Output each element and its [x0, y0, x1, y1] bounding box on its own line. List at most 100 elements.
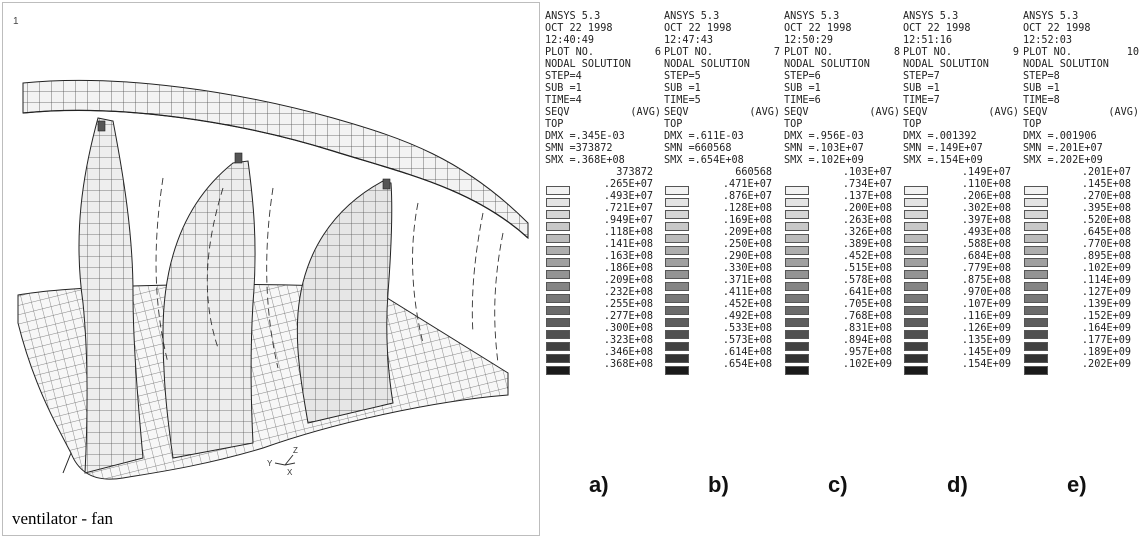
time-value: TIME=4: [545, 95, 582, 106]
legend-value: .110E+08: [961, 179, 1011, 190]
legend-value: .492E+08: [722, 311, 772, 322]
substep: SUB =1: [545, 83, 582, 94]
legend-value: .330E+08: [722, 263, 772, 274]
result-panel-b: ANSYS 5.3 OCT 22 1998 12:47:43 PLOT NO. …: [664, 11, 782, 521]
legend-value: .255E+08: [603, 299, 653, 310]
legend-swatch: [785, 294, 809, 303]
legend-value: .411E+08: [722, 287, 772, 298]
program-name: ANSYS 5.3: [784, 11, 840, 22]
step: STEP=7: [903, 71, 940, 82]
triad-z-label: Z: [293, 446, 298, 455]
run-date: OCT 22 1998: [903, 23, 971, 34]
legend-swatch: [785, 222, 809, 231]
legend-value: .202E+09: [1081, 359, 1131, 370]
legend-swatch: [1024, 210, 1048, 219]
time-value: TIME=6: [784, 95, 821, 106]
plot-label: PLOT NO.: [545, 47, 595, 58]
step: STEP=6: [784, 71, 821, 82]
solution-type: NODAL SOLUTION: [1023, 59, 1109, 70]
step: STEP=4: [545, 71, 582, 82]
legend-value: .970E+08: [961, 287, 1011, 298]
avg-label: (AVG): [1108, 107, 1139, 118]
legend-swatch: [665, 222, 689, 231]
legend-swatch: [665, 354, 689, 363]
legend-value: .200E+08: [842, 203, 892, 214]
blade-tips: [97, 120, 391, 190]
solution-type: NODAL SOLUTION: [903, 59, 989, 70]
axis-triad: [274, 454, 296, 466]
run-date: OCT 22 1998: [784, 23, 852, 34]
plot-number-value: 10: [1126, 47, 1139, 58]
plot-number-value: 6: [654, 47, 661, 58]
legend-value: .263E+08: [842, 215, 892, 226]
legend-value: .641E+08: [842, 287, 892, 298]
result-item: SEQV: [664, 107, 689, 118]
results-panels: ANSYS 5.3 OCT 22 1998 12:40:49 PLOT NO. …: [545, 11, 1140, 531]
time-value: TIME=7: [903, 95, 940, 106]
legend-swatch: [665, 234, 689, 243]
dmx-value: DMX =.956E-03: [784, 131, 864, 142]
legend-value: .300E+08: [603, 323, 653, 334]
legend-value: .139E+09: [1081, 299, 1131, 310]
legend-value: .114E+09: [1081, 275, 1131, 286]
program-name: ANSYS 5.3: [664, 11, 720, 22]
legend-value: .154E+09: [961, 359, 1011, 370]
legend-swatch: [785, 246, 809, 255]
legend-value: .779E+08: [961, 263, 1011, 274]
legend-swatch: [665, 186, 689, 195]
blade-3: [296, 180, 394, 424]
legend-swatch: [1024, 246, 1048, 255]
legend-swatch: [785, 210, 809, 219]
legend-value: 373872: [616, 167, 653, 178]
legend-value: .206E+08: [961, 191, 1011, 202]
shell-location: TOP: [664, 119, 683, 130]
legend-swatch: [665, 246, 689, 255]
legend-swatch: [546, 318, 570, 327]
result-item: SEQV: [784, 107, 809, 118]
legend-swatch: [904, 306, 928, 315]
legend-value: .326E+08: [842, 227, 892, 238]
smn-value: SMN =.149E+07: [903, 143, 983, 154]
legend-swatch: [904, 246, 928, 255]
plot-label: PLOT NO.: [903, 47, 953, 58]
plot-number-value: 7: [773, 47, 780, 58]
legend-value: .323E+08: [603, 335, 653, 346]
legend-swatch: [904, 294, 928, 303]
legend-swatch: [546, 258, 570, 267]
avg-label: (AVG): [749, 107, 780, 118]
legend-value: .721E+07: [603, 203, 653, 214]
legend-swatch: [1024, 270, 1048, 279]
legend-swatch: [665, 342, 689, 351]
legend-value: .515E+08: [842, 263, 892, 274]
legend-value: .875E+08: [961, 275, 1011, 286]
legend-value: .177E+09: [1081, 335, 1131, 346]
result-panel-e: ANSYS 5.3 OCT 22 1998 12:52:03 PLOT NO. …: [1023, 11, 1140, 521]
run-time: 12:51:16: [903, 35, 953, 46]
legend-value: .209E+08: [603, 275, 653, 286]
legend-swatch: [785, 186, 809, 195]
legend-value: .371E+08: [722, 275, 772, 286]
legend-swatch: [785, 198, 809, 207]
legend-swatch: [665, 198, 689, 207]
run-time: 12:47:43: [664, 35, 714, 46]
legend-value: .116E+09: [961, 311, 1011, 322]
legend-value: .368E+08: [603, 359, 653, 370]
legend-value: .957E+08: [842, 347, 892, 358]
legend-swatch: [546, 210, 570, 219]
avg-label: (AVG): [630, 107, 661, 118]
legend-swatch: [904, 354, 928, 363]
legend-value: .145E+08: [1081, 179, 1131, 190]
legend-value: .389E+08: [842, 239, 892, 250]
legend-value: .102E+09: [1081, 263, 1131, 274]
graphics-viewport[interactable]: Y Z X 1 ventilator - fan: [2, 2, 540, 536]
legend-swatch: [785, 306, 809, 315]
dmx-value: DMX =.611E-03: [664, 131, 744, 142]
legend-swatch: [785, 234, 809, 243]
legend-value: .169E+08: [722, 215, 772, 226]
legend-swatch: [665, 282, 689, 291]
smx-value: SMX =.202E+09: [1023, 155, 1103, 166]
legend-value: .578E+08: [842, 275, 892, 286]
panel-label: b): [708, 472, 729, 497]
legend-swatch: [546, 198, 570, 207]
legend-swatch: [546, 330, 570, 339]
